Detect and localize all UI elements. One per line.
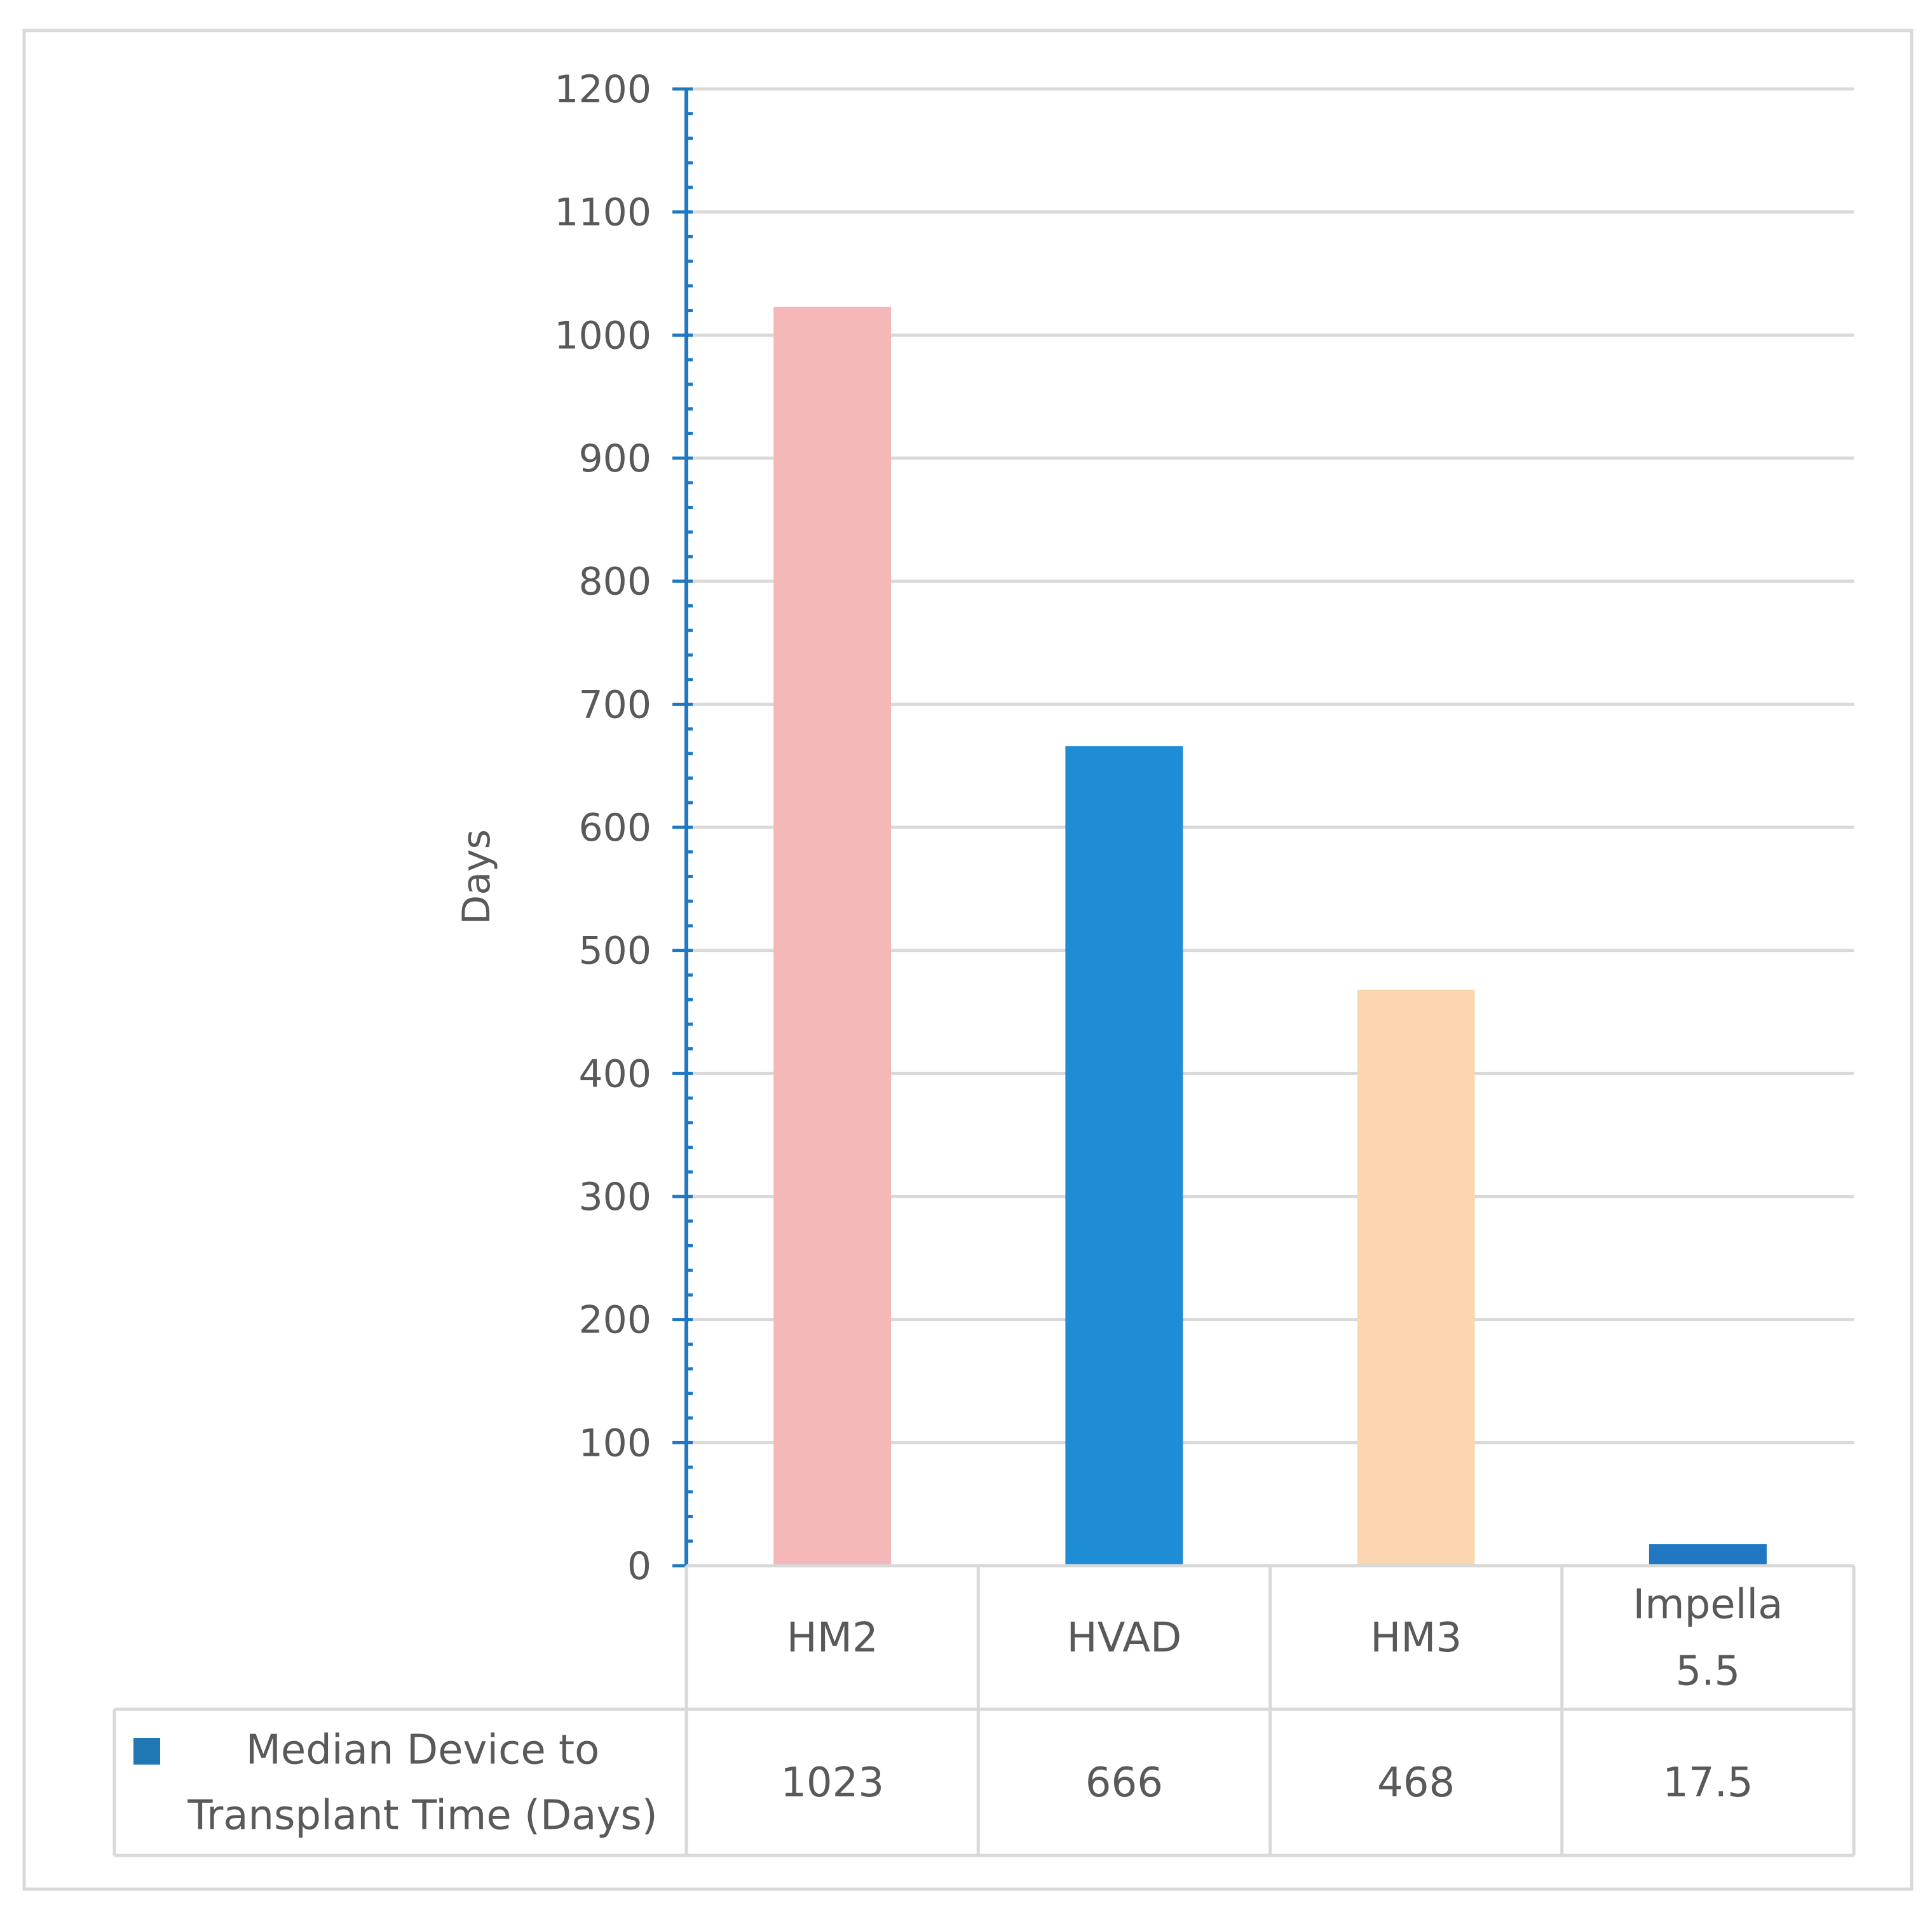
- y-axis-label: Days: [454, 829, 499, 925]
- y-tick-labels: 0 100 200 300 400 500 600 700 800 900 1000 1100 1200: [554, 67, 651, 1589]
- y-tick-label: 0: [627, 1544, 651, 1589]
- x-category-label: HVAD: [1066, 1615, 1181, 1662]
- chart-border: [22, 29, 1914, 1891]
- x-category-label: 5.5: [1675, 1648, 1740, 1695]
- data-table-value: 17.5: [1663, 1759, 1753, 1807]
- y-tick-label: 1100: [554, 191, 651, 235]
- x-category-label: HM2: [787, 1615, 878, 1662]
- y-tick-label: 400: [578, 1052, 651, 1096]
- bar: [1649, 1544, 1767, 1566]
- x-category-label: Impella: [1633, 1582, 1783, 1629]
- y-tick-label: 300: [578, 1175, 651, 1219]
- y-tick-label: 500: [578, 929, 651, 973]
- legend-swatch: [133, 1738, 160, 1765]
- y-tick-label: 600: [578, 806, 651, 850]
- y-tick-label: 800: [578, 560, 651, 604]
- y-tick-label: 1200: [554, 67, 651, 112]
- legend-series-name: Transplant Time (Days): [187, 1793, 657, 1840]
- bars: [773, 306, 1767, 1566]
- legend-series-name: Median Device to: [246, 1727, 600, 1774]
- y-tick-label: 700: [578, 682, 651, 727]
- data-table-value: 1023: [780, 1759, 884, 1807]
- x-category-label: HM3: [1370, 1615, 1462, 1662]
- bar: [773, 306, 892, 1566]
- y-tick-label: 100: [578, 1421, 651, 1465]
- data-table-value: 468: [1377, 1759, 1455, 1807]
- y-tick-label: 1000: [554, 313, 651, 358]
- y-axis: [672, 87, 693, 1568]
- y-tick-label: 200: [578, 1298, 651, 1343]
- bar: [1357, 989, 1475, 1566]
- data-table: HM2 HVAD HM3 Impella 5.5 Median Device to Tran…: [112, 1564, 1856, 1857]
- data-table-value: 666: [1085, 1759, 1163, 1807]
- y-tick-label: 900: [578, 437, 651, 481]
- bar: [1065, 746, 1183, 1566]
